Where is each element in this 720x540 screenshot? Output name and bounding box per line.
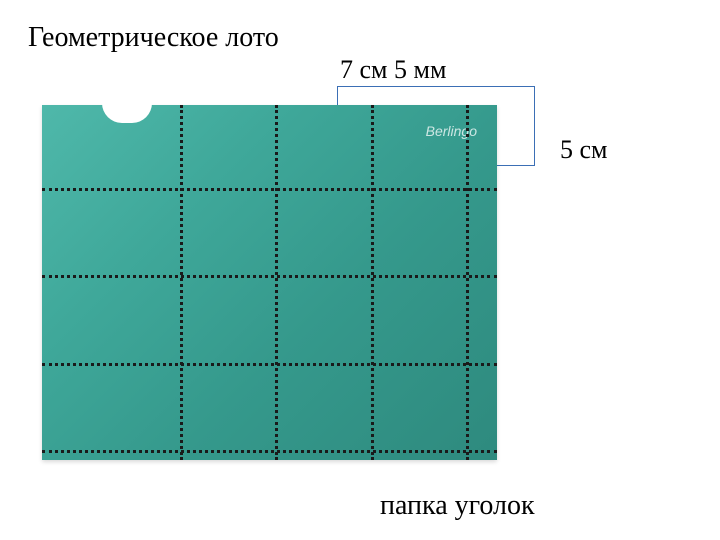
grid-vertical-4 [466, 105, 469, 460]
folder-gradient [42, 105, 497, 460]
grid-vertical-2 [275, 105, 278, 460]
grid-horizontal-3 [42, 363, 497, 366]
page-title: Геометрическое лото [28, 22, 279, 54]
grid-vertical-1 [180, 105, 183, 460]
grid-horizontal-2 [42, 275, 497, 278]
folder-body: Berlingo [42, 105, 497, 460]
width-dimension-label: 7 см 5 мм [340, 55, 446, 85]
grid-vertical-3 [371, 105, 374, 460]
grid-horizontal-1 [42, 188, 497, 191]
grid-horizontal-4 [42, 450, 497, 453]
folder-image: Berlingo [42, 105, 497, 460]
caption-text: папка уголок [380, 490, 535, 522]
height-dimension-label: 5 см [560, 135, 608, 165]
folder-brand-text: Berlingo [426, 123, 477, 139]
